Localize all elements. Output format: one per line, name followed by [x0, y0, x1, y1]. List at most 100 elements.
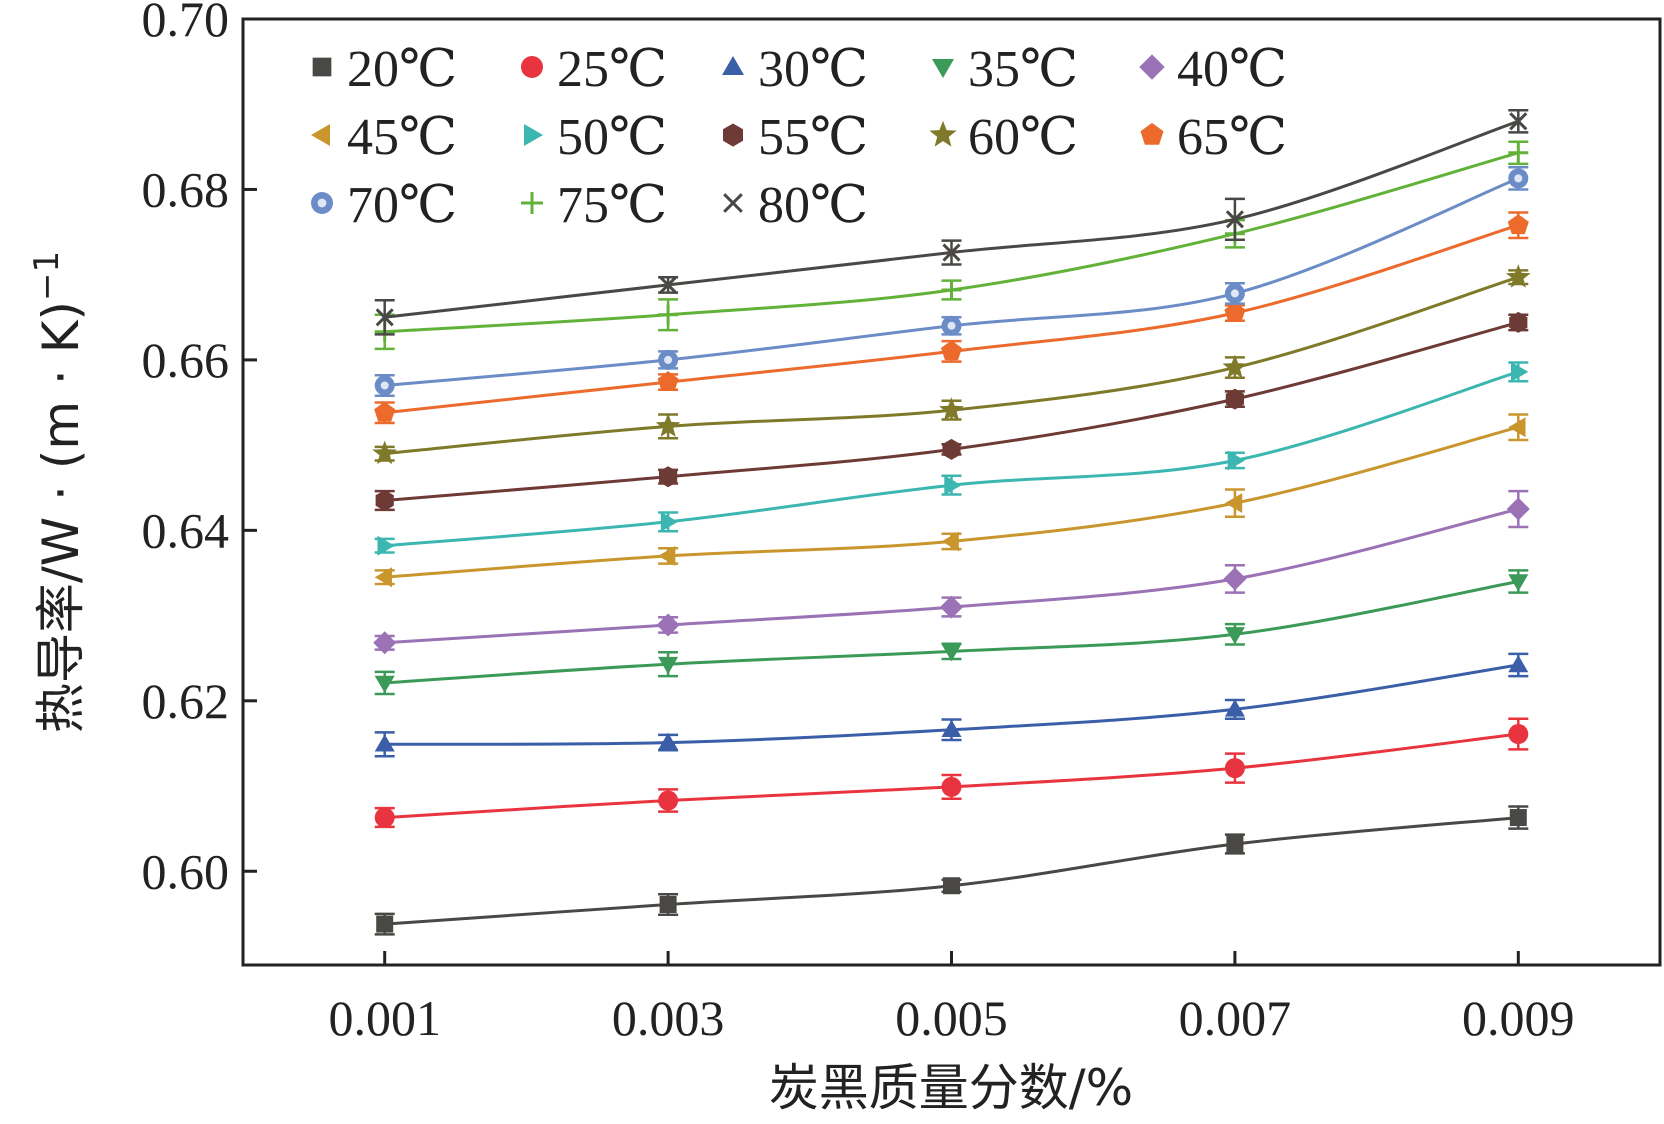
legend-label: 25℃ [557, 41, 667, 98]
data-point [658, 732, 679, 750]
legend: 20℃ 25℃ 30℃ 35℃ 40℃ 45℃ 50℃ 55℃ 60℃ 65℃ 70℃ 75℃ 80℃ [311, 41, 1287, 234]
data-point [1223, 567, 1247, 591]
legend-label: 75℃ [557, 177, 667, 234]
legend-label: 45℃ [347, 109, 457, 166]
data-point [1508, 168, 1529, 189]
data-point [1509, 809, 1527, 827]
series-80℃ [374, 108, 1529, 336]
data-point-center [380, 381, 389, 390]
series-40℃ [373, 489, 1530, 655]
data-point [373, 631, 397, 655]
y-tick-label: 0.70 [142, 0, 230, 47]
y-tick-label: 0.68 [142, 161, 230, 217]
legend-item: 80℃ [723, 177, 868, 234]
x-tick-label: 0.007 [1179, 990, 1292, 1046]
y-tick-label: 0.66 [142, 332, 230, 388]
data-point [1222, 354, 1248, 379]
data-point [1505, 264, 1531, 288]
axis-layer: 0.60 0.62 0.64 0.66 0.68 0.70 0.001 0.003 0.005 0… [142, 0, 1575, 1046]
legend-label: 80℃ [758, 177, 868, 234]
data-point [941, 719, 962, 737]
legend-item: 45℃ [311, 109, 457, 166]
legend-marker [521, 192, 543, 214]
data-point [941, 531, 959, 552]
data-point-center [947, 321, 956, 330]
data-point [942, 243, 961, 262]
data-point [374, 807, 395, 828]
legend-item: 60℃ [929, 109, 1078, 166]
data-point [377, 535, 395, 556]
legend-item: 30℃ [722, 41, 868, 98]
legend-item: 65℃ [1140, 109, 1287, 166]
data-point [1507, 214, 1529, 235]
legend-label: 20℃ [347, 41, 457, 98]
data-point [374, 567, 392, 588]
data-point [1225, 210, 1244, 229]
y-axis-label-exponent: −1 [27, 251, 67, 301]
data-point [1509, 112, 1528, 131]
data-point [1508, 724, 1529, 745]
legend-label: 65℃ [1177, 109, 1287, 166]
data-point [376, 915, 394, 933]
data-point [941, 280, 962, 301]
data-point [940, 595, 963, 619]
data-point [1224, 283, 1245, 304]
legend-marker [521, 56, 543, 78]
legend-label: 55℃ [758, 109, 868, 166]
x-tick-label: 0.001 [328, 990, 441, 1046]
series-50℃ [374, 361, 1529, 556]
legend-marker [1139, 54, 1165, 80]
series-65℃ [374, 211, 1529, 425]
y-tick-label: 0.60 [142, 843, 230, 899]
legend-marker [1140, 122, 1164, 145]
data-point [658, 656, 679, 675]
data-point [1508, 142, 1529, 163]
data-point-center [1514, 174, 1523, 183]
legend-marker [722, 56, 744, 75]
data-point [1224, 627, 1245, 645]
data-point [941, 315, 962, 336]
legend-label: 60℃ [968, 109, 1078, 166]
y-tick-label: 0.62 [142, 673, 230, 729]
data-point [1224, 758, 1245, 779]
data-point [374, 675, 395, 693]
legend-marker [723, 193, 743, 213]
data-point [659, 466, 678, 488]
series-30℃ [374, 652, 1529, 758]
series-35℃ [374, 569, 1529, 696]
legend-marker-center [317, 198, 327, 208]
data-point [659, 895, 677, 913]
data-point [372, 440, 398, 465]
data-point [1509, 311, 1528, 333]
x-tick-label: 0.005 [895, 990, 1008, 1046]
series-70℃ [374, 166, 1529, 397]
data-point [1508, 574, 1529, 592]
x-axis-label: 炭黑质量分数/% [769, 1059, 1133, 1117]
data-point [1227, 450, 1245, 471]
data-point [1508, 655, 1529, 673]
series-45℃ [374, 413, 1529, 588]
y-axis-label-main: 热导率/W · (m · K) [32, 301, 90, 733]
data-point [941, 644, 962, 662]
data-point [374, 734, 395, 752]
legend-marker [723, 123, 743, 147]
legend-label: 70℃ [347, 177, 457, 234]
data-point [1506, 497, 1530, 521]
data-point [1508, 417, 1526, 438]
legend-marker [312, 57, 332, 77]
data-point [1224, 699, 1245, 717]
legend-label: 40℃ [1177, 41, 1287, 98]
legend-marker [311, 124, 330, 146]
legend-item: 70℃ [311, 177, 457, 234]
data-point-center [664, 355, 673, 364]
data-point [658, 546, 676, 566]
legend-item: 20℃ [312, 41, 457, 98]
series-55℃ [374, 311, 1529, 512]
data-point [659, 275, 678, 294]
data-point [1224, 493, 1243, 513]
data-point [1226, 835, 1244, 853]
data-point [374, 401, 396, 422]
legend-label: 50℃ [557, 109, 667, 166]
data-point [1224, 302, 1246, 322]
